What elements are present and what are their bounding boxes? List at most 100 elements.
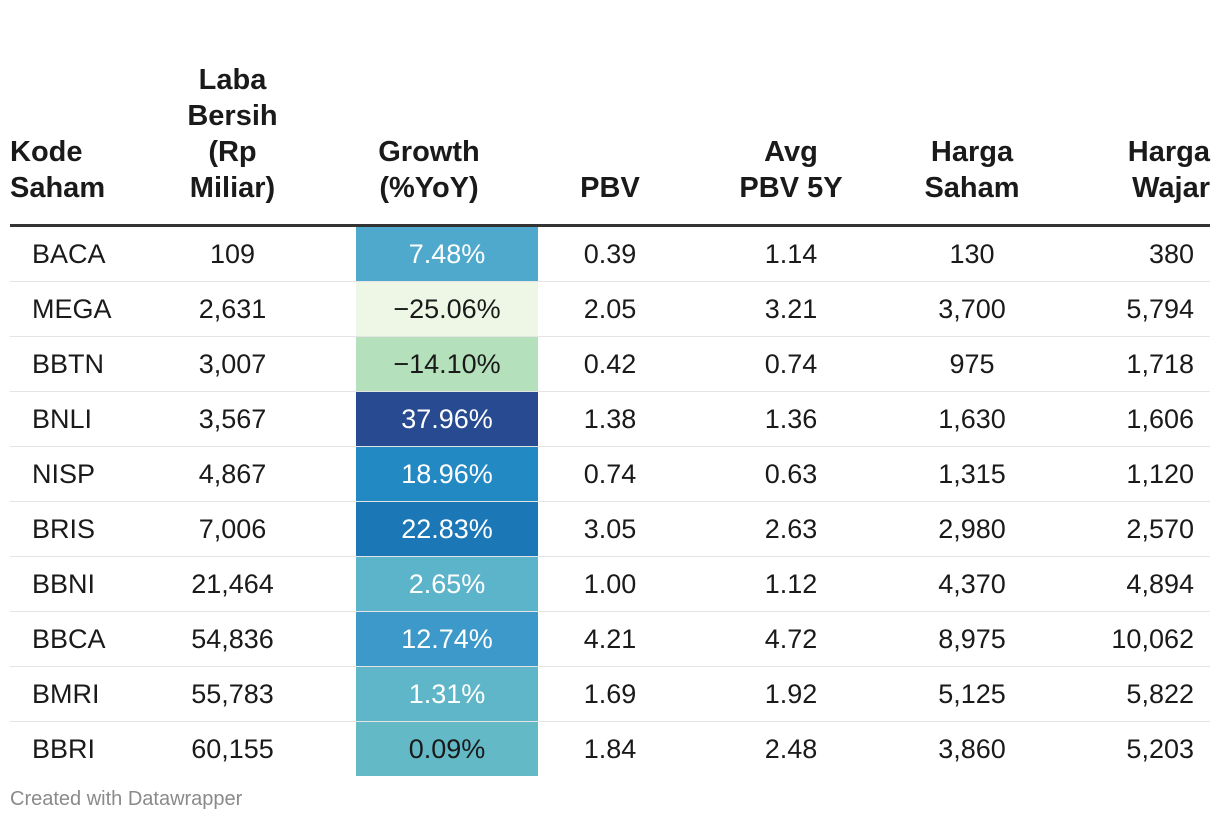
cell-pbv: 1.38 [520,391,700,447]
cell-kode-saham: BACA [10,225,127,282]
growth-heat-cell: 7.48% [356,227,538,281]
cell-harga-wajar: 1,606 [1062,391,1210,447]
cell-harga-wajar: 1,120 [1062,446,1210,502]
cell-laba-bersih: 4,867 [127,446,338,502]
growth-heat-cell: 22.83% [356,502,538,556]
cell-harga-saham: 5,125 [882,666,1062,722]
table-row: NISP 4,867 18.96% 0.74 0.63 1,315 1,120 [10,446,1210,502]
cell-laba-bersih: 21,464 [127,556,338,612]
bank-valuation-table: Kode Saham Laba Bersih (Rp Miliar) Growt… [10,0,1210,776]
header-harga-wajar[interactable]: Harga Wajar [1062,0,1210,227]
table-row: BMRI 55,783 1.31% 1.69 1.92 5,125 5,822 [10,666,1210,722]
table-row: BBTN 3,007 −14.10% 0.42 0.74 975 1,718 [10,336,1210,392]
cell-kode-saham: MEGA [10,281,127,337]
cell-avg-pbv-5y: 1.14 [700,225,882,282]
cell-growth: −25.06% [338,281,538,337]
cell-growth: 37.96% [338,391,538,447]
growth-heat-cell: 0.09% [356,722,538,776]
cell-pbv: 2.05 [520,281,700,337]
cell-avg-pbv-5y: 0.74 [700,336,882,392]
growth-heat-cell: 1.31% [356,667,538,721]
table-row: BBRI 60,155 0.09% 1.84 2.48 3,860 5,203 [10,722,1210,776]
cell-harga-saham: 1,315 [882,446,1062,502]
growth-heat-cell: −14.10% [356,337,538,391]
cell-pbv: 1.84 [583,733,637,764]
growth-heat-cell: −25.06% [356,282,538,336]
table-container: Kode Saham Laba Bersih (Rp Miliar) Growt… [10,0,1210,776]
cell-laba-bersih: 2,631 [127,281,338,337]
header-kode-saham[interactable]: Kode Saham [10,0,127,227]
cell-avg-pbv-5y: 0.63 [700,446,882,502]
growth-heat-cell: 37.96% [356,392,538,446]
cell-pbv: 3.05 [520,501,700,557]
cell-laba-bersih: 7,006 [127,501,338,557]
cell-laba-bersih: 60,155 [191,733,274,764]
cell-growth: 22.83% [338,501,538,557]
cell-pbv: 4.21 [520,611,700,667]
header-avg-pbv-5y[interactable]: Avg PBV 5Y [700,0,882,227]
table-body: BACA 109 7.48% 0.39 1.14 130 380 MEGA 2,631 −25.0… [10,225,1210,776]
cell-laba-bersih: 55,783 [127,666,338,722]
cell-avg-pbv-5y: 2.48 [764,733,818,764]
cell-kode-saham: BBRI [32,733,96,764]
cell-growth: 1.31% [338,666,538,722]
cell-harga-saham: 130 [882,225,1062,282]
cell-kode-saham: BMRI [10,666,127,722]
cell-harga-saham: 1,630 [882,391,1062,447]
growth-heat-cell: 18.96% [356,447,538,501]
cell-avg-pbv-5y: 2.63 [700,501,882,557]
header-row: Kode Saham Laba Bersih (Rp Miliar) Growt… [10,0,1210,227]
table-row: BACA 109 7.48% 0.39 1.14 130 380 [10,225,1210,282]
cell-harga-wajar: 380 [1062,225,1210,282]
cell-avg-pbv-5y: 4.72 [700,611,882,667]
cell-harga-wajar: 1,718 [1062,336,1210,392]
cell-growth: 18.96% [338,446,538,502]
cell-harga-saham: 8,975 [882,611,1062,667]
cell-growth: 12.74% [338,611,538,667]
cell-harga-saham: 2,980 [882,501,1062,557]
cell-pbv: 0.39 [520,225,700,282]
cell-pbv: 1.69 [520,666,700,722]
table-row: BBNI 21,464 2.65% 1.00 1.12 4,370 4,894 [10,556,1210,612]
cell-harga-wajar: 5,794 [1062,281,1210,337]
cell-pbv: 1.00 [520,556,700,612]
cell-kode-saham: BBNI [10,556,127,612]
cell-laba-bersih: 109 [127,225,338,282]
cell-avg-pbv-5y: 1.92 [700,666,882,722]
header-growth[interactable]: Growth (%YoY) [338,0,520,227]
table-row: MEGA 2,631 −25.06% 2.05 3.21 3,700 5,794 [10,281,1210,337]
cell-kode-saham: BNLI [10,391,127,447]
cell-avg-pbv-5y: 3.21 [700,281,882,337]
cell-growth: 7.48% [338,225,538,282]
cell-kode-saham: BRIS [10,501,127,557]
datawrapper-credit[interactable]: Created with Datawrapper [10,788,243,810]
table-row: BRIS 7,006 22.83% 3.05 2.63 2,980 2,570 [10,501,1210,557]
cell-kode-saham: BBTN [10,336,127,392]
cell-kode-saham: BBCA [10,611,127,667]
cell-harga-wajar: 4,894 [1062,556,1210,612]
header-pbv[interactable]: PBV [520,0,700,227]
cell-growth: 0.09% [338,722,538,776]
cell-harga-saham: 3,860 [938,733,1006,764]
table-row: BNLI 3,567 37.96% 1.38 1.36 1,630 1,606 [10,391,1210,447]
cell-kode-saham: NISP [10,446,127,502]
cell-laba-bersih: 3,567 [127,391,338,447]
header-laba-bersih[interactable]: Laba Bersih (Rp Miliar) [127,0,338,227]
header-harga-saham[interactable]: Harga Saham [882,0,1062,227]
cell-laba-bersih: 3,007 [127,336,338,392]
cell-harga-saham: 3,700 [882,281,1062,337]
growth-heat-cell: 2.65% [356,557,538,611]
cell-harga-wajar: 5,822 [1062,666,1210,722]
cell-harga-wajar: 2,570 [1062,501,1210,557]
cell-harga-saham: 975 [882,336,1062,392]
cell-laba-bersih: 54,836 [127,611,338,667]
cell-harga-wajar: 10,062 [1062,611,1210,667]
cell-harga-saham: 4,370 [882,556,1062,612]
cell-pbv: 0.42 [520,336,700,392]
growth-heat-cell: 12.74% [356,612,538,666]
cell-growth: −14.10% [338,336,538,392]
cell-pbv: 0.74 [520,446,700,502]
cell-growth: 2.65% [338,556,538,612]
cell-avg-pbv-5y: 1.12 [700,556,882,612]
table-row: BBCA 54,836 12.74% 4.21 4.72 8,975 10,062 [10,611,1210,667]
